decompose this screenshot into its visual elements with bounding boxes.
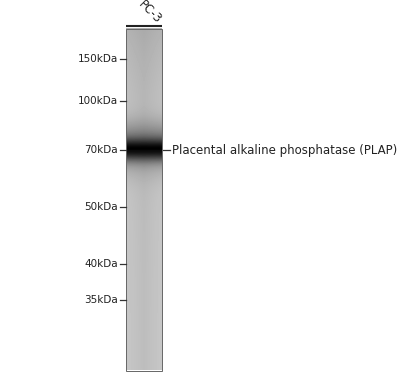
Text: PC-3: PC-3 (135, 0, 164, 27)
Text: 35kDa: 35kDa (84, 295, 118, 305)
Text: 40kDa: 40kDa (84, 259, 118, 269)
Text: Placental alkaline phosphatase (PLAP): Placental alkaline phosphatase (PLAP) (172, 144, 397, 157)
Text: 150kDa: 150kDa (78, 54, 118, 64)
Text: 100kDa: 100kDa (78, 96, 118, 106)
Bar (126, 28, 162, 370)
Text: 70kDa: 70kDa (84, 145, 118, 155)
Text: 50kDa: 50kDa (84, 202, 118, 212)
